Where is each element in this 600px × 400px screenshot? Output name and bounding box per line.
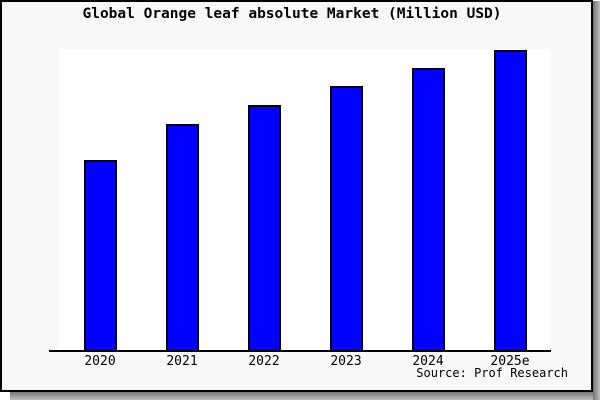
- x-tick-label: 2021: [166, 354, 198, 369]
- x-tick-label: 2025e: [490, 354, 530, 369]
- bar-2025e: [493, 50, 527, 350]
- x-tick-label: 2022: [248, 354, 280, 369]
- drop-shadow-bottom: [10, 392, 593, 400]
- bar-2020: [83, 160, 117, 350]
- bar-slot: [305, 49, 387, 350]
- bar-slot: [469, 49, 551, 350]
- bar-slot: [141, 49, 223, 350]
- x-tick-label: 2024: [412, 354, 444, 369]
- bar-2022: [247, 104, 281, 350]
- bar-2021: [165, 124, 199, 350]
- bar-2023: [329, 86, 363, 350]
- drop-shadow-right: [593, 1, 600, 400]
- bar-slot: [223, 49, 305, 350]
- x-tick-label: 2023: [330, 354, 362, 369]
- bars: [59, 49, 551, 350]
- source-note: Source: Prof Research: [416, 366, 568, 380]
- x-axis-labels: 2020 2021 2022 2023 2024 2025e: [59, 355, 551, 369]
- x-tick-label: 2020: [84, 354, 116, 369]
- bar-2024: [411, 68, 445, 350]
- chart-title: Global Orange leaf absolute Market (Mill…: [82, 6, 502, 22]
- bar-slot: [387, 49, 469, 350]
- plot-area: [59, 49, 551, 351]
- bar-slot: [59, 49, 141, 350]
- x-axis-line: [49, 350, 551, 352]
